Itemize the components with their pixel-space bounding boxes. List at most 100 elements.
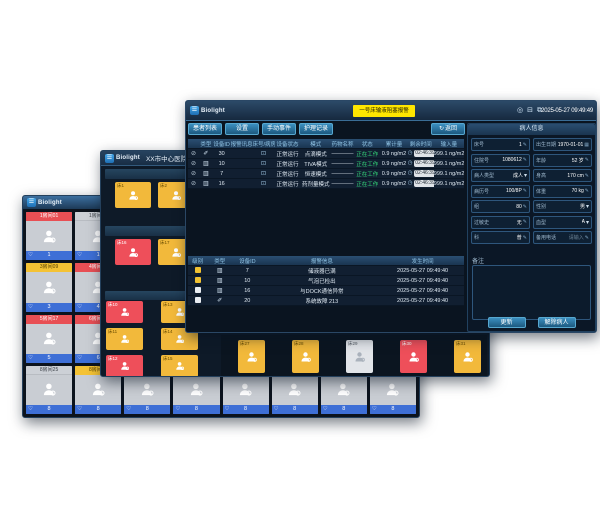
mute-icon[interactable] xyxy=(191,181,196,187)
release-patient-button[interactable]: 解除病人 xyxy=(537,317,576,328)
patient-field[interactable]: 过敏史 无 xyxy=(471,215,530,229)
return-button[interactable]: 返回 xyxy=(431,123,465,135)
device-table-header: 类型 设备ID 报警讯息 床号/病房 设备状态 模式 药物名称 状态 累计量 剩余时间 输入量 xyxy=(188,139,464,149)
bed-tile[interactable]: 床30 xyxy=(400,340,427,373)
bed-card[interactable]: 3房间09 3 xyxy=(26,263,73,312)
bed-tile[interactable]: 床10 xyxy=(106,301,143,323)
alert-banner[interactable]: 一号床输液阻塞报警 xyxy=(353,105,415,117)
refresh-icon xyxy=(439,124,444,134)
device-type-icon xyxy=(203,161,209,167)
field-trail-icon[interactable] xyxy=(523,235,527,241)
device-id: 7 xyxy=(220,170,224,177)
field-trail-icon[interactable] xyxy=(523,188,527,194)
device-id: 30 xyxy=(218,150,225,157)
bed-card[interactable]: 5房间17 5 xyxy=(26,314,73,363)
patient-field[interactable]: 血型 A xyxy=(533,215,592,229)
logo-text: Biolight xyxy=(38,199,62,206)
patient-field[interactable]: 出生日期 1970-01-01 xyxy=(533,138,592,151)
bed-tile[interactable]: 床1 xyxy=(115,182,151,208)
alarm-row[interactable]: 16 与DOCK通信异常 2025-05-27 09:49:40 xyxy=(188,286,464,296)
bed-card[interactable]: 1房间01 1 xyxy=(26,212,73,261)
nav-button[interactable]: 护理记录 xyxy=(299,123,333,135)
device-id: 20 xyxy=(244,297,251,304)
patient-field[interactable]: 身高 170 cm xyxy=(533,169,592,182)
bed-card-footer: 6 xyxy=(75,353,122,363)
patient-field[interactable]: 住院号 1080612 xyxy=(471,153,530,167)
patient-field[interactable]: 性别 男 xyxy=(533,200,592,213)
patient-icon xyxy=(120,335,129,344)
bed-tile-label: 床29 xyxy=(348,341,358,346)
field-trail-icon[interactable] xyxy=(586,203,589,210)
field-trail-icon[interactable] xyxy=(523,157,527,163)
field-value: 170 cm xyxy=(567,172,584,179)
device-type-icon xyxy=(217,268,223,274)
bed-tile[interactable]: 床12 xyxy=(106,355,143,376)
field-trail-icon[interactable] xyxy=(585,188,589,194)
column-header: 状态 xyxy=(361,141,373,148)
field-trail-icon[interactable] xyxy=(585,235,589,241)
patient-field[interactable]: 科 普 xyxy=(471,231,530,244)
printer-icon[interactable] xyxy=(527,106,533,116)
ward-6-tiles: 床16 床17 xyxy=(115,239,194,265)
bed-tile-label: 床2 xyxy=(160,183,168,188)
update-button[interactable]: 更新 xyxy=(487,317,526,328)
patient-icon xyxy=(43,230,56,243)
device-row[interactable]: 10 正常运行 TIVA模式 ———— 正在工作 0.9 ng/m2 02:46… xyxy=(188,159,464,169)
device-id: 10 xyxy=(244,277,251,284)
bed-card-footer: 5 xyxy=(26,353,73,363)
alarm-row[interactable]: 7 储液器已满 2025-05-27 09:49:40 xyxy=(188,266,464,276)
field-trail-icon[interactable] xyxy=(523,219,527,225)
bed-tile[interactable]: 床14 xyxy=(161,328,198,350)
mute-icon[interactable] xyxy=(191,161,196,167)
settings-icon[interactable] xyxy=(517,106,523,116)
patient-field[interactable]: 备用电话 请输入 xyxy=(533,231,592,244)
field-trail-icon[interactable] xyxy=(586,219,589,226)
alarm-row[interactable]: 10 气泡已检出 2025-05-27 09:49:40 xyxy=(188,276,464,286)
mute-icon[interactable] xyxy=(191,151,196,157)
nav-button[interactable]: 患者列表 xyxy=(188,123,222,135)
field-trail-icon[interactable] xyxy=(585,173,589,179)
mute-icon[interactable] xyxy=(191,171,196,177)
alarm-row[interactable]: 20 系统故障 213 2025-05-27 09:49:40 xyxy=(188,296,464,306)
bed-tile[interactable]: 床28 xyxy=(292,340,319,373)
window-device-monitor: Biolight 一号床输液阻塞报警 2025-05-27 09:49:49 患… xyxy=(185,100,597,333)
nav-button[interactable]: 手动事件 xyxy=(262,123,296,135)
patient-field[interactable]: 组 80 xyxy=(471,200,530,213)
patient-field[interactable]: 体重 70 kg xyxy=(533,184,592,198)
field-trail-icon[interactable] xyxy=(523,142,527,148)
bed-tile[interactable]: 床31 xyxy=(454,340,481,373)
bed-tile[interactable]: 床11 xyxy=(106,328,143,350)
bed-tile[interactable]: 床29 xyxy=(346,340,373,373)
patient-field[interactable]: 病历号 100/8P xyxy=(471,184,530,198)
bed-card-count: 4 xyxy=(96,303,100,310)
field-trail-icon[interactable] xyxy=(524,172,527,179)
bed-card-body xyxy=(26,324,72,354)
work-state: 正在工作 xyxy=(356,181,379,188)
patient-field[interactable]: 床号 1 xyxy=(471,138,530,151)
patient-field[interactable]: 病人类型 成人 xyxy=(471,169,530,182)
datetime: 2025-05-27 09:49:49 xyxy=(541,108,593,114)
remark-textarea[interactable] xyxy=(472,265,591,320)
nav-button[interactable]: 设置 xyxy=(225,123,259,135)
bed-card-footer: 8 xyxy=(75,405,122,414)
fields-left-column: 床号 1 住院号 1080612 病人类型 成人 病历号 xyxy=(471,138,530,244)
bed-card-count: 6 xyxy=(96,354,100,361)
drug-name: ———— xyxy=(331,150,354,157)
mode: 药剂量模式 xyxy=(301,181,330,188)
patient-field[interactable]: 年龄 52 岁 xyxy=(533,153,592,167)
fields-right-column: 出生日期 1970-01-01 年龄 52 岁 身高 170 cm xyxy=(533,138,592,244)
field-trail-icon[interactable] xyxy=(585,157,589,163)
bed-tile[interactable]: 床16 xyxy=(115,239,151,265)
device-row[interactable]: 7 正常运行 恒速模式 ———— 正在工作 0.9 ng/m2 02:46:39… xyxy=(188,169,464,179)
bed-card[interactable]: 8房间25 8 xyxy=(26,365,73,414)
device-row[interactable]: 16 正常运行 药剂量模式 ———— 正在工作 0.9 ng/m2 02:46:… xyxy=(188,179,464,189)
mode: 点滴模式 xyxy=(304,151,327,158)
total-volume: 0.9 ng/m2 xyxy=(381,180,407,187)
clock-icon xyxy=(408,160,414,166)
device-row[interactable]: 30 正常运行 点滴模式 ———— 正在工作 0.9 ng/m2 02:46:3… xyxy=(188,149,464,159)
field-trail-icon[interactable] xyxy=(523,204,527,210)
bed-tile[interactable]: 床15 xyxy=(161,355,198,376)
bed-tile[interactable]: 床27 xyxy=(238,340,265,373)
field-trail-icon[interactable] xyxy=(584,142,589,148)
bed-card-footer: 8 xyxy=(369,405,416,414)
